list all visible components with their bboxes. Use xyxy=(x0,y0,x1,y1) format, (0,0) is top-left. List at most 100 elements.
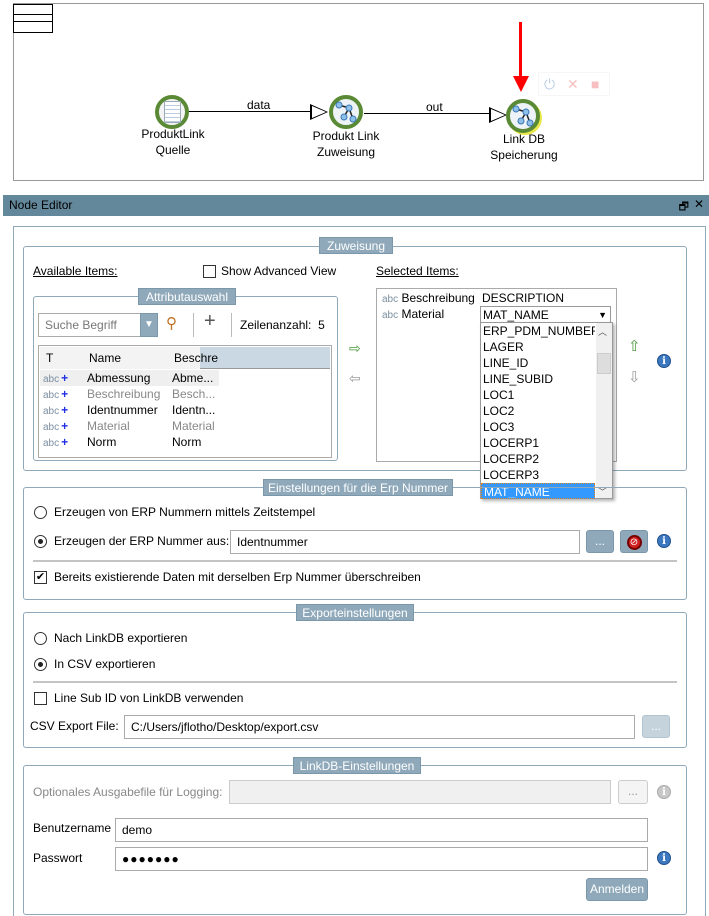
column-header-name[interactable]: Name xyxy=(89,351,122,365)
password-input[interactable]: ●●●●●●● xyxy=(115,847,648,871)
show-advanced-checkbox[interactable] xyxy=(203,265,216,278)
info-icon[interactable]: i xyxy=(657,534,671,548)
info-icon[interactable]: i xyxy=(657,354,671,368)
move-down-arrow-icon[interactable]: ⇩ xyxy=(628,369,641,386)
close-icon[interactable]: ✕ xyxy=(693,197,704,211)
row-name: Identnummer xyxy=(87,403,158,417)
csv-export-label: CSV Export File: xyxy=(30,719,119,733)
username-input[interactable]: demo xyxy=(115,818,648,842)
erp-from-attribute-radio[interactable] xyxy=(34,535,47,548)
separator xyxy=(33,681,677,683)
add-icon: + xyxy=(61,419,69,433)
dropdown-option[interactable]: LOC3 xyxy=(483,420,515,434)
node-label: ProduktLink Quelle xyxy=(141,127,205,157)
dropdown-scrollbar[interactable]: ︿ ﹀ xyxy=(596,323,612,498)
group-legend: Einstellungen für die Erp Nummer xyxy=(263,479,453,496)
checkbox-label: Bereits existierende Daten mit derselben… xyxy=(54,570,421,584)
clear-button[interactable]: ⊘ xyxy=(620,530,648,553)
node-produkt-link-zuweisung[interactable] xyxy=(329,95,363,129)
scroll-down-icon[interactable]: ﹀ xyxy=(598,487,608,497)
group-legend: Zuweisung xyxy=(319,237,393,254)
node-link-db-speicherung[interactable] xyxy=(506,99,540,133)
search-filter-icon[interactable]: ⚲ xyxy=(166,315,177,332)
stop-icon[interactable]: ■ xyxy=(591,76,600,92)
radio-label: Erzeugen der ERP Nummer aus: xyxy=(54,534,230,548)
type-abc-icon: abc xyxy=(43,390,60,401)
selected-item[interactable]: abc Beschreibung xyxy=(382,291,475,305)
add-to-selected-arrow-icon[interactable]: ⇨ xyxy=(349,340,361,356)
available-items-label: Available Items: xyxy=(33,264,118,278)
red-arrow-icon xyxy=(519,22,522,78)
type-abc-icon: abc xyxy=(43,406,60,417)
logfile-input[interactable] xyxy=(229,780,611,804)
divider xyxy=(231,313,232,337)
selected-item[interactable]: abc Material xyxy=(382,307,445,321)
node-produktlink-quelle[interactable] xyxy=(155,95,189,129)
table-row[interactable]: abc + xyxy=(43,434,68,452)
workflow-canvas[interactable] xyxy=(13,3,704,181)
row-count: Zeilenanzahl: 5 xyxy=(240,318,325,332)
erp-timestamp-radio[interactable] xyxy=(34,506,47,519)
scroll-up-icon[interactable]: ︿ xyxy=(598,327,608,337)
row-name: Beschreibung xyxy=(87,387,161,401)
mapping-combobox[interactable]: MAT_NAME ▼ xyxy=(480,306,611,323)
browse-button[interactable]: ... xyxy=(618,780,648,804)
node-editor-panel xyxy=(13,226,706,916)
overview-thumbnail[interactable] xyxy=(13,4,53,33)
selected-item-mapping: DESCRIPTION xyxy=(482,291,565,305)
mapping-dropdown-list xyxy=(480,322,613,499)
red-arrow-head xyxy=(513,76,529,92)
column-header-description[interactable]: Beschre xyxy=(174,351,219,365)
row-description: Besch... xyxy=(172,387,216,401)
export-linkdb-radio[interactable] xyxy=(34,632,47,645)
dropdown-option[interactable]: LOC2 xyxy=(483,404,515,418)
overwrite-checkbox[interactable]: ✔ xyxy=(34,571,47,584)
add-button[interactable]: + xyxy=(204,310,216,332)
login-button[interactable]: Anmelden xyxy=(586,878,648,901)
browse-button[interactable]: ... xyxy=(586,530,614,553)
dropdown-option[interactable]: LOCERP3 xyxy=(483,468,540,482)
delete-icon[interactable]: ✕ xyxy=(567,76,579,92)
edge-label: data xyxy=(247,98,271,112)
row-description: Identn... xyxy=(172,403,216,417)
info-icon[interactable]: i xyxy=(657,785,671,799)
row-description: Material xyxy=(172,419,215,433)
type-abc-icon: abc xyxy=(43,374,60,385)
username-label: Benutzername xyxy=(33,821,112,835)
table-row[interactable]: abc + xyxy=(43,418,68,436)
edge-arrowhead xyxy=(310,104,328,120)
thumbnail-nodes xyxy=(14,14,52,22)
dropdown-option[interactable]: LAGER xyxy=(483,340,524,354)
table-row[interactable]: abc + xyxy=(43,370,68,388)
dropdown-option[interactable]: LOC1 xyxy=(483,388,515,402)
csv-export-input[interactable]: C:/Users/jflotho/Desktop/export.csv xyxy=(124,715,635,739)
info-icon[interactable]: i xyxy=(657,851,671,865)
node-editor-header: Node Editor 🗗 ✕ xyxy=(3,195,709,216)
dropdown-option[interactable]: LOCERP1 xyxy=(483,436,540,450)
show-advanced-label: Show Advanced View xyxy=(221,264,337,278)
header-bg xyxy=(40,347,200,369)
search-input[interactable]: Suche Begriff xyxy=(38,313,141,337)
checkbox-label: Line Sub ID von LinkDB verwenden xyxy=(54,691,244,705)
node-label: Link DB Speicherung xyxy=(490,132,558,162)
table-row[interactable]: abc + xyxy=(43,386,68,404)
erp-attribute-input[interactable]: Identnummer xyxy=(230,530,580,554)
restore-icon[interactable]: 🗗 xyxy=(678,201,689,213)
dropdown-option[interactable]: LINE_SUBID xyxy=(483,372,554,386)
chevron-down-icon: ▼ xyxy=(598,310,607,320)
column-header-type[interactable]: T xyxy=(46,351,54,365)
dropdown-option[interactable]: LINE_ID xyxy=(483,356,529,370)
type-abc-icon: abc xyxy=(43,422,60,433)
export-csv-radio[interactable] xyxy=(34,658,47,671)
line-sub-id-checkbox[interactable] xyxy=(34,692,47,705)
dropdown-option[interactable]: LOCERP2 xyxy=(483,452,540,466)
group-legend: Attributauswahl xyxy=(138,288,236,305)
move-up-arrow-icon[interactable]: ⇧ xyxy=(628,338,641,355)
remove-from-selected-arrow-icon[interactable]: ⇦ xyxy=(349,370,361,386)
run-icon[interactable]: ⏻ xyxy=(544,76,556,92)
search-dropdown-button[interactable]: ▼ xyxy=(140,313,158,337)
table-row[interactable]: abc + xyxy=(43,402,68,420)
browse-button[interactable]: ... xyxy=(642,715,670,738)
dropdown-option[interactable]: ERP_PDM_NUMBER xyxy=(483,324,595,338)
scrollbar-thumb[interactable] xyxy=(597,353,611,374)
